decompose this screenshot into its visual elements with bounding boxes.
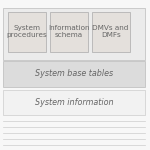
Text: System information: System information [34,98,113,107]
FancyBboxPatch shape [3,8,145,60]
Text: System
procedures: System procedures [6,25,47,38]
FancyBboxPatch shape [3,61,145,87]
FancyBboxPatch shape [3,90,145,115]
Text: Information
schema: Information schema [48,25,89,38]
FancyBboxPatch shape [50,12,88,52]
Text: System base tables: System base tables [35,69,113,78]
FancyBboxPatch shape [92,12,130,52]
FancyBboxPatch shape [8,12,46,52]
Text: DMVs and
DMFs: DMVs and DMFs [92,25,129,38]
